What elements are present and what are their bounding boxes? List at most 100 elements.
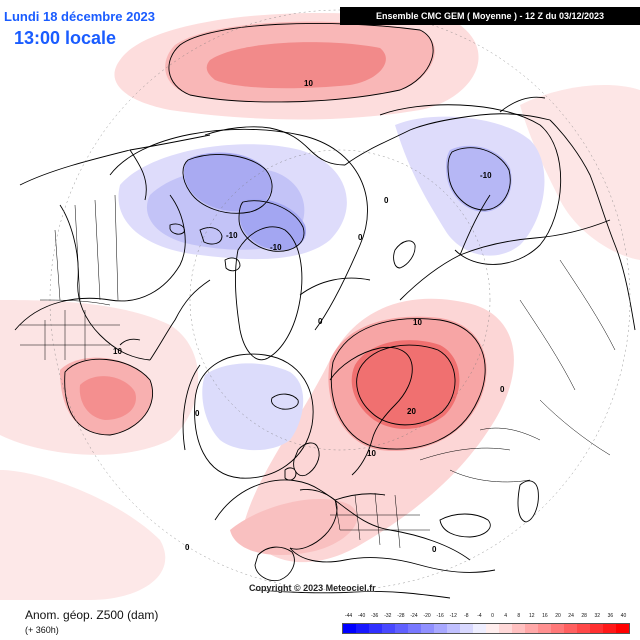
anomaly-shading (0, 12, 640, 600)
color-scale-tick-label: 36 (607, 613, 614, 619)
color-scale-tick-label: 24 (568, 613, 574, 619)
coastline-british-isles (284, 442, 320, 481)
color-scale-tick-label: -36 (371, 613, 379, 619)
contour-europe-10 (330, 318, 486, 450)
contour-zero-north-america (14, 194, 186, 331)
coastline-arctic-islands (169, 223, 241, 272)
model-run-banner: Ensemble CMC GEM ( Moyenne ) - 12 Z du 0… (340, 7, 640, 25)
color-scale-tick-label: -28 (397, 613, 405, 619)
color-scale-tick-label: 28 (581, 613, 587, 619)
field-title: Anom. géop. Z500 (dam) (25, 608, 159, 622)
copyright-notice: Copyright © 2023 Meteociel.fr (249, 583, 376, 593)
color-scale-cell (382, 624, 395, 633)
color-scale-tick-label: -16 (436, 613, 444, 619)
coastline-canada-east (119, 279, 211, 361)
color-scale-cell (434, 624, 447, 633)
color-scale-cell (408, 624, 421, 633)
color-scale-tick-label: -32 (384, 613, 392, 619)
coastline-alaska (204, 126, 346, 166)
anomaly-area-canada-east-core (79, 376, 136, 420)
color-scale-tick-label: 0 (491, 613, 494, 619)
anomaly-area-southern-europe-mid (230, 499, 358, 556)
contour-label: 10 (367, 449, 376, 458)
color-scale-cell (356, 624, 369, 633)
contour-label: 10 (413, 318, 422, 327)
color-scale-cell (512, 624, 525, 633)
coastline-greenland (234, 226, 303, 361)
coastline-caspian (517, 480, 539, 523)
color-scale-tick-label: 8 (517, 613, 521, 619)
coastline-western-europe (289, 489, 386, 550)
coastline-iberia (254, 546, 295, 582)
border-canada-usa (39, 194, 119, 306)
color-scale-cell (538, 624, 551, 633)
contour-siberia-minus-10 (447, 147, 511, 211)
national-borders (20, 194, 616, 549)
color-scale-tick-label: -20 (423, 613, 431, 619)
anomaly-area-europe-core (351, 340, 460, 429)
lead-time: (+ 360h) (25, 625, 59, 635)
contour-canada-east-10 (64, 358, 154, 436)
color-scale-cell (395, 624, 408, 633)
color-scale-cell (460, 624, 473, 633)
color-scale-cell (369, 624, 382, 633)
color-scale-cell (616, 624, 629, 633)
color-scale-tick-label: -40 (358, 613, 366, 619)
contour-label: -10 (480, 171, 492, 180)
anomaly-area-asia-light (520, 85, 640, 260)
coastline-north-america (19, 134, 211, 361)
color-scale-tick-label: 12 (529, 613, 535, 619)
contour-label: 0 (432, 545, 437, 554)
color-scale-cell (603, 624, 616, 633)
contour-label: 0 (185, 543, 190, 552)
color-scale-tick-label: 32 (594, 613, 601, 619)
color-scale-tick-label: -4 (477, 613, 482, 619)
color-scale-cell (564, 624, 577, 633)
forecast-time: 13:00 locale (14, 28, 117, 48)
border-europe (330, 492, 430, 549)
contour-label: 0 (318, 317, 323, 326)
coastline-asia-east (549, 119, 636, 331)
coastline-black-sea (439, 513, 491, 538)
contour-label: -10 (226, 231, 238, 240)
contour-europe-20 (356, 344, 456, 426)
forecast-date: Lundi 18 décembre 2023 (4, 9, 156, 24)
contour-zero-europe-south (214, 479, 471, 561)
color-scale-cell (499, 624, 512, 633)
contour-label: 0 (195, 409, 200, 418)
color-scale-cell (421, 624, 434, 633)
contour-pacific-10 (168, 22, 434, 103)
color-scale-tick-label: -44 (344, 613, 353, 619)
contour-arctic-minus-10-b (238, 200, 305, 252)
color-scale-tick-label: 40 (620, 613, 627, 619)
anomaly-area-atlantic-light (202, 363, 304, 451)
color-scale-cell (525, 624, 538, 633)
border-asia (519, 259, 616, 456)
coastline-mediterranean (289, 547, 496, 573)
anomaly-area-southwest-light (0, 470, 166, 600)
color-scale-tick-label: 20 (555, 613, 561, 619)
anomaly-contours (14, 22, 562, 561)
contour-label: 20 (407, 407, 416, 416)
anomaly-area-siberia-core (446, 145, 512, 212)
coastline-iceland (271, 393, 299, 410)
color-scale-tick-label: 16 (542, 613, 548, 619)
contour-label: -10 (270, 243, 282, 252)
contour-label: 0 (500, 385, 505, 394)
color-scale-legend: -44 -40 -36 -32 -28 -24 -20 -16 -12 -8 -4 0 4 8 12 16 20… (342, 613, 630, 634)
coastlines (19, 96, 636, 599)
color-scale-cell (577, 624, 590, 633)
contour-zero-atlantic (194, 353, 314, 479)
coastline-russia-arctic (399, 194, 611, 301)
color-scale-cell (343, 624, 356, 633)
color-scale-tick-label: -12 (449, 613, 457, 619)
coastline-north-africa (254, 589, 451, 599)
color-scale-cell (486, 624, 499, 633)
color-scale-cell (473, 624, 486, 633)
latitude-circle-60 (189, 149, 491, 451)
border-russia (419, 427, 541, 483)
color-scale-tick-label: -8 (464, 613, 469, 619)
contour-zero-arctic (109, 128, 368, 331)
